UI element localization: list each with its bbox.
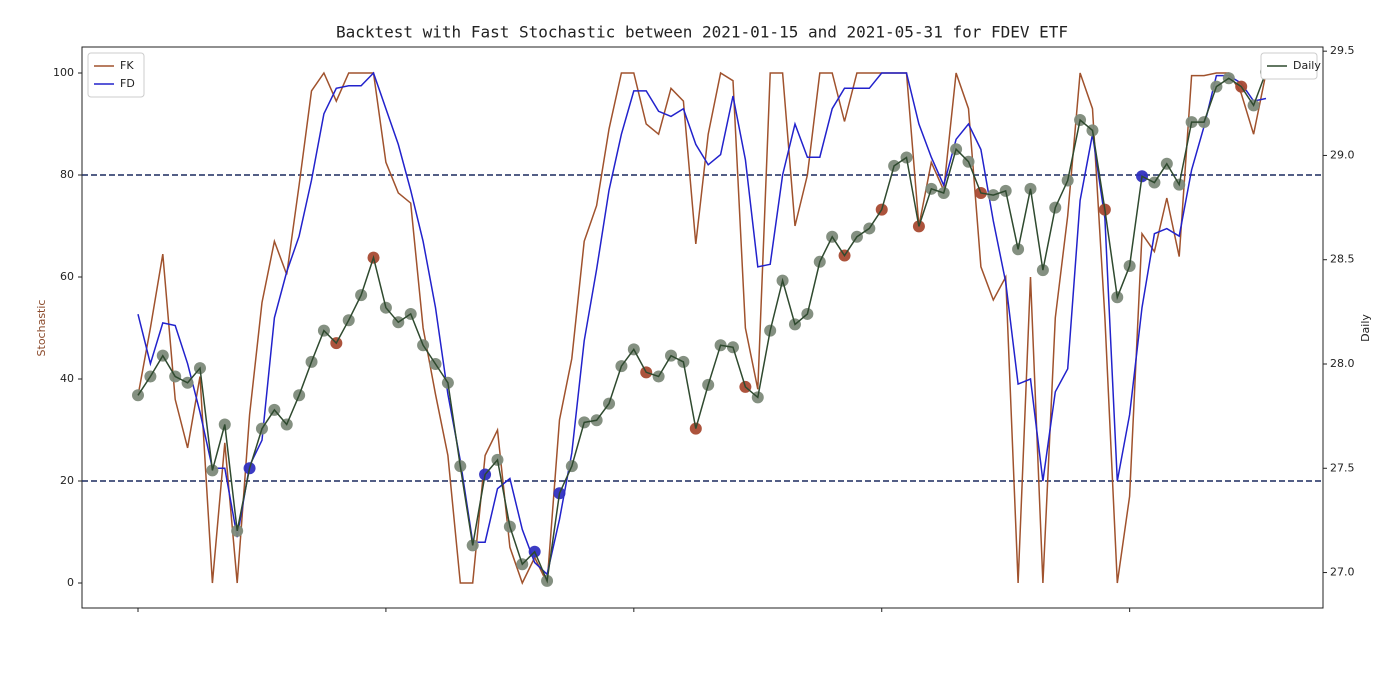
legend-label: Daily: [1293, 59, 1321, 72]
legend: FK FD: [87, 52, 145, 98]
series-line: [137, 71, 1267, 576]
y2-axis-label: Daily: [1359, 314, 1372, 342]
y2-tick-label: 28.5: [1330, 253, 1355, 266]
series-line: [137, 71, 1267, 586]
y-tick-label: 80: [60, 168, 74, 181]
legend-box: [87, 52, 145, 98]
legend-label: FK: [120, 59, 134, 72]
y2-tick-label: 29.5: [1330, 44, 1355, 57]
y-tick-label: 20: [60, 474, 74, 487]
y2-tick-label: 29.0: [1330, 148, 1355, 161]
legend: Daily: [1260, 52, 1321, 80]
y2-tick-label: 28.0: [1330, 357, 1355, 370]
y-tick-label: 40: [60, 372, 74, 385]
legend-box: [1260, 52, 1318, 80]
y2-tick-label: 27.5: [1330, 461, 1355, 474]
chart-title: Backtest with Fast Stochastic between 20…: [336, 23, 1068, 42]
plot-area: [81, 46, 1324, 609]
y-tick-label: 100: [53, 66, 74, 79]
legend-label: FD: [120, 77, 135, 90]
y-axis-label: Stochastic: [35, 300, 48, 357]
daily-line: [137, 71, 1267, 584]
y-tick-label: 60: [60, 270, 74, 283]
y-tick-label: 0: [67, 576, 74, 589]
y2-tick-label: 27.0: [1330, 566, 1355, 579]
